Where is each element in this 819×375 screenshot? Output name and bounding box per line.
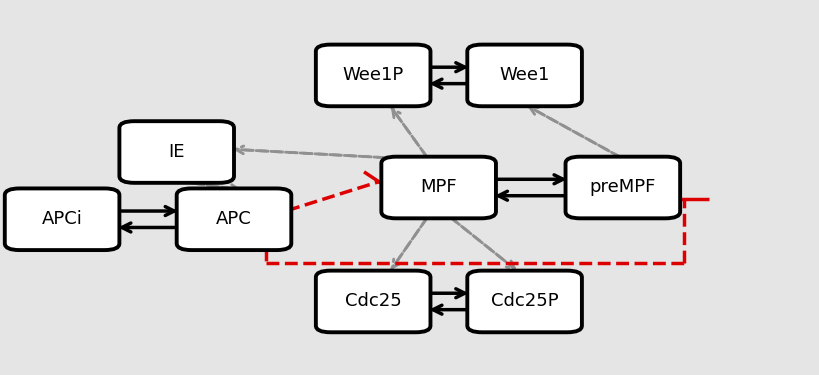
Text: preMPF: preMPF xyxy=(589,178,655,196)
Text: Wee1: Wee1 xyxy=(499,66,549,84)
FancyBboxPatch shape xyxy=(381,157,495,218)
FancyBboxPatch shape xyxy=(565,157,679,218)
FancyBboxPatch shape xyxy=(467,271,581,332)
Text: IE: IE xyxy=(168,143,185,161)
Text: Cdc25P: Cdc25P xyxy=(491,292,558,310)
FancyBboxPatch shape xyxy=(176,188,291,250)
FancyBboxPatch shape xyxy=(120,121,233,183)
Text: APCi: APCi xyxy=(42,210,83,228)
Text: Cdc25: Cdc25 xyxy=(344,292,401,310)
FancyBboxPatch shape xyxy=(315,45,430,106)
FancyBboxPatch shape xyxy=(5,188,120,250)
Text: Wee1P: Wee1P xyxy=(342,66,403,84)
FancyBboxPatch shape xyxy=(467,45,581,106)
Text: APC: APC xyxy=(216,210,251,228)
FancyBboxPatch shape xyxy=(315,271,430,332)
Text: MPF: MPF xyxy=(420,178,456,196)
